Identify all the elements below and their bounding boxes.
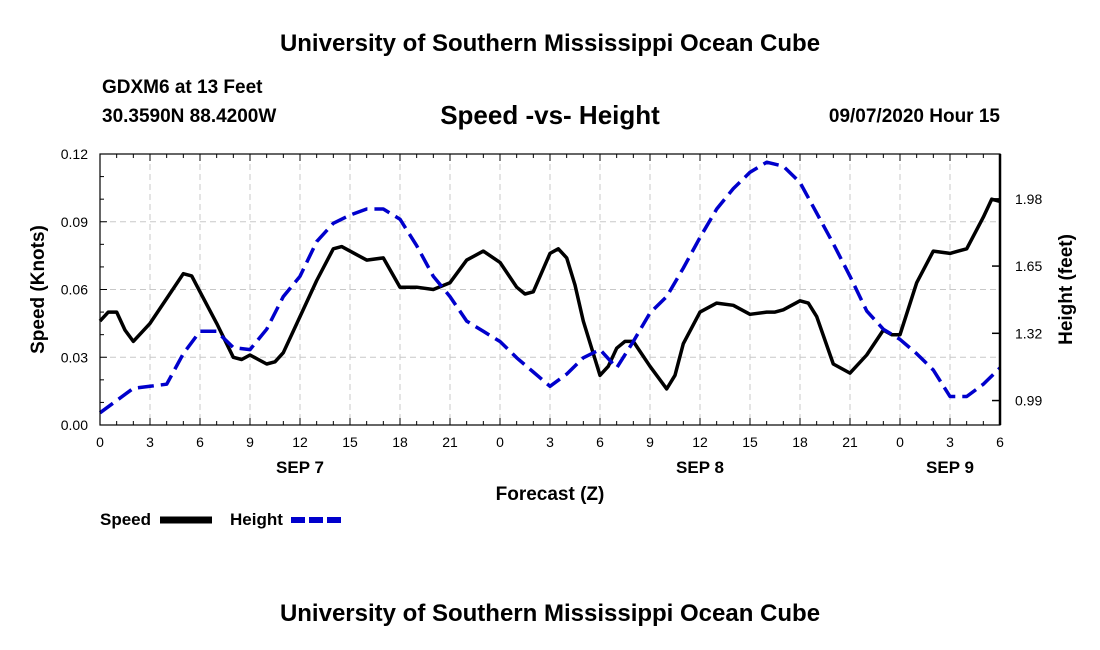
- chart-labels: 0 3 6 9 12 15 18 21 0 3 6 9 12 15 18 21 0 3 6 0.00 0.03 0.06 0…: [28, 146, 1077, 505]
- chart-title: Speed -vs- Height: [440, 100, 660, 130]
- y2-tick-label: 1.98: [1015, 191, 1042, 207]
- series-line-speed: [98, 197, 1001, 391]
- y2-tick-label: 1.65: [1015, 258, 1042, 274]
- chart-series: [98, 160, 1002, 415]
- x-tick-label: 6: [996, 434, 1004, 450]
- x-tick-label: 6: [596, 434, 604, 450]
- datetime-label: 09/07/2020 Hour 15: [828, 106, 1000, 127]
- x-tick-label: 0: [496, 434, 504, 450]
- x-tick-label: 6: [196, 434, 204, 450]
- x-axis-title: Forecast (Z): [496, 484, 605, 505]
- x-tick-label: 15: [342, 434, 358, 450]
- date-label: SEP 7: [276, 458, 324, 477]
- y2-tick-label: 0.99: [1015, 393, 1042, 409]
- y-axis-title: Speed (Knots): [28, 225, 49, 354]
- y-tick-label: 0.09: [61, 214, 88, 230]
- x-tick-label: 18: [792, 434, 808, 450]
- page-title-bottom: University of Southern Mississippi Ocean…: [279, 600, 821, 627]
- x-tick-label: 3: [946, 434, 954, 450]
- legend-label-speed: Speed: [100, 510, 151, 529]
- x-tick-label: 0: [96, 434, 104, 450]
- y-tick-label: 0.00: [61, 417, 88, 433]
- x-tick-label: 12: [292, 434, 308, 450]
- y-tick-label: 0.12: [61, 146, 88, 162]
- x-tick-label: 9: [646, 434, 654, 450]
- chart-axes: [99, 153, 1002, 426]
- y2-tick-label: 1.32: [1015, 325, 1042, 341]
- y2-axis-title: Height (feet): [1056, 234, 1077, 345]
- chart-grid: [100, 154, 1000, 425]
- y-tick-label: 0.03: [61, 349, 88, 365]
- chart-legend: Speed Height: [100, 510, 343, 529]
- x-tick-label: 0: [896, 434, 904, 450]
- page-title-top: University of Southern Mississippi Ocean…: [279, 30, 821, 57]
- x-tick-label: 9: [246, 434, 254, 450]
- x-tick-label: 15: [742, 434, 758, 450]
- station-label: GDXM6 at 13 Feet: [102, 77, 263, 98]
- x-tick-label: 21: [442, 434, 458, 450]
- x-tick-label: 3: [146, 434, 154, 450]
- coordinates-label: 30.3590N 88.4200W: [102, 106, 277, 127]
- x-tick-label: 21: [842, 434, 858, 450]
- x-tick-label: 18: [392, 434, 408, 450]
- x-tick-label: 3: [546, 434, 554, 450]
- y-tick-label: 0.06: [61, 282, 88, 298]
- date-label: SEP 9: [926, 458, 974, 477]
- date-label: SEP 8: [676, 458, 724, 477]
- series-line-height: [98, 160, 1002, 415]
- x-tick-label: 12: [692, 434, 708, 450]
- legend-label-height: Height: [230, 510, 283, 529]
